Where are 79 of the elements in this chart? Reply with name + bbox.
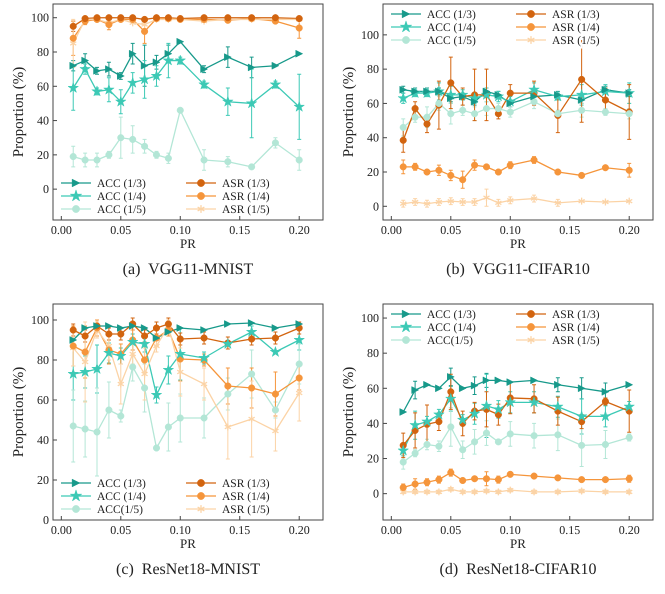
x-tick-label: 0.20 — [288, 523, 310, 537]
x-tick-label: 0.00 — [50, 223, 72, 237]
x-tick-label: 0.00 — [50, 523, 72, 537]
y-tick-label: 0 — [43, 182, 49, 196]
legend-label: ASR (1/4) — [222, 191, 270, 203]
legend-label: ASR (1/4) — [552, 22, 600, 34]
y-tick-label: 40 — [37, 433, 49, 447]
x-tick-label: 0.05 — [110, 523, 132, 537]
x-tick-label: 0.00 — [380, 523, 402, 537]
text: (a) VGG11-MNIST — [122, 261, 254, 278]
y-axis-title: Proportion (%) — [11, 366, 27, 458]
x-tick-label: 0.05 — [440, 523, 462, 537]
legend-label: ASR (1/3) — [552, 9, 600, 21]
y-tick-label: 100 — [361, 28, 379, 42]
y-tick-label: 40 — [367, 130, 379, 145]
legend-label: ACC (1/3) — [97, 178, 146, 190]
x-tick-label: 0.10 — [170, 523, 191, 537]
x-axis-title: PR — [510, 536, 526, 551]
y-axis-title: Proportion (%) — [341, 366, 357, 458]
x-tick-label: 0.05 — [110, 223, 132, 237]
legend-label: ASR (1/5) — [552, 335, 600, 347]
text: (b) VGG11-CIFAR10 — [446, 261, 590, 278]
legend-label: ASR (1/4) — [222, 491, 270, 503]
legend-label: ACC (1/3) — [427, 309, 476, 321]
y-tick-label: 40 — [367, 416, 379, 430]
legend-label: ASR (1/5) — [222, 504, 270, 516]
y-tick-label: 0 — [43, 513, 49, 527]
legend-label: ASR (1/4) — [552, 322, 600, 334]
legend-label: ACC (1/5) — [427, 35, 476, 47]
y-tick-label: 0 — [373, 199, 379, 214]
y-tick-label: 20 — [367, 165, 379, 179]
legend-label: ASR (1/3) — [552, 309, 600, 321]
x-tick-label: 0.15 — [229, 523, 250, 537]
y-tick-label: 100 — [31, 313, 49, 327]
legend-label: ASR (1/3) — [222, 178, 270, 190]
y-tick-label: 80 — [37, 45, 49, 59]
legend-label: ACC(1/5) — [427, 335, 474, 347]
y-tick-label: 80 — [367, 346, 379, 360]
y-axis-title: Proportion (%) — [11, 66, 27, 158]
x-tick-label: 0.05 — [440, 223, 462, 237]
legend-label: ASR (1/5) — [222, 204, 270, 216]
y-tick-label: 80 — [37, 353, 49, 367]
x-tick-label: 0.15 — [229, 223, 250, 237]
y-tick-label: 80 — [367, 62, 379, 76]
x-tick-label: 0.20 — [618, 523, 640, 537]
y-tick-label: 20 — [367, 452, 379, 466]
legend-label: ACC (1/3) — [427, 9, 476, 21]
y-tick-label: 60 — [37, 393, 49, 407]
y-tick-label: 40 — [37, 114, 49, 128]
text: (c) ResNet18-MNIST — [116, 561, 260, 578]
x-tick-label: 0.10 — [170, 223, 191, 237]
y-tick-label: 20 — [37, 148, 49, 162]
y-tick-label: 100 — [31, 10, 49, 25]
text: (d) ResNet18-CIFAR10 — [439, 561, 597, 578]
legend-label: ACC (1/4) — [427, 22, 476, 34]
x-tick-label: 0.00 — [380, 223, 402, 237]
x-tick-label: 0.20 — [618, 223, 640, 237]
x-tick-label: 0.15 — [559, 223, 580, 237]
y-tick-label: 60 — [367, 96, 379, 110]
legend-label: ACC (1/4) — [97, 491, 146, 503]
legend-label: ACC (1/4) — [97, 191, 146, 203]
y-tick-label: 100 — [361, 311, 379, 326]
x-tick-label: 0.20 — [288, 223, 310, 237]
legend-label: ASR (1/3) — [222, 478, 270, 490]
legend-label: ACC (1/3) — [97, 478, 146, 490]
legend-label: ACC (1/5) — [97, 204, 146, 216]
x-axis-title: PR — [510, 236, 526, 251]
legend-label: ACC (1/4) — [427, 322, 476, 334]
y-tick-label: 60 — [37, 79, 49, 94]
x-axis-title: PR — [180, 536, 196, 551]
y-tick-label: 0 — [373, 486, 379, 501]
y-tick-label: 20 — [37, 473, 49, 487]
x-tick-label: 0.10 — [500, 523, 521, 537]
y-tick-label: 60 — [367, 381, 379, 396]
legend-label: ACC(1/5) — [97, 504, 144, 516]
x-tick-label: 0.10 — [500, 223, 521, 237]
x-axis-title: PR — [180, 236, 196, 251]
x-tick-label: 0.15 — [559, 523, 580, 537]
y-axis-title: Proportion (%) — [341, 66, 357, 158]
